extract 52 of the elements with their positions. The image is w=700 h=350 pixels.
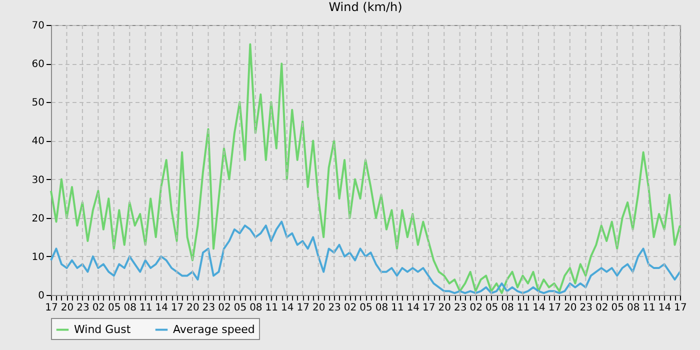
x-tick-label: 11: [265, 302, 278, 314]
y-tick-label: 0: [38, 290, 44, 302]
x-tick-label: 14: [532, 302, 546, 314]
x-tick-label: 05: [485, 302, 498, 314]
x-tick-label: 23: [202, 302, 216, 314]
x-tick-label: 17: [296, 302, 310, 314]
x-tick-label: 02: [470, 302, 482, 314]
x-tick-label: 20: [312, 302, 326, 314]
x-tick-label: 11: [139, 302, 152, 314]
y-tick-label: 60: [32, 59, 44, 70]
legend-label: Wind Gust: [74, 322, 132, 336]
y-tick-label: 40: [32, 136, 44, 148]
x-tick-label: 05: [234, 302, 247, 314]
x-tick-label: 17: [45, 302, 58, 314]
y-tick-label: 10: [32, 252, 44, 263]
x-tick-label: 11: [391, 302, 404, 314]
x-tick-label: 14: [658, 302, 672, 314]
x-tick-label: 08: [250, 302, 262, 314]
x-tick-label: 20: [438, 302, 451, 314]
y-tick-label: 50: [32, 98, 44, 109]
x-tick-label: 08: [626, 302, 640, 314]
x-tick-label: 14: [155, 302, 168, 314]
x-tick-label: 05: [108, 302, 121, 314]
x-tick-label: 17: [170, 302, 184, 314]
x-tick-label: 23: [454, 302, 467, 314]
x-tick-label: 20: [186, 302, 200, 314]
x-tick-label: 14: [281, 302, 294, 314]
x-tick-label: 02: [92, 302, 106, 314]
x-tick-label: 14: [406, 302, 420, 314]
x-tick-label: 02: [218, 302, 231, 314]
y-tick-label: 70: [32, 20, 44, 32]
x-tick-label: 05: [360, 302, 372, 314]
x-tick-label: 02: [344, 302, 357, 314]
y-tick-label: 20: [32, 213, 44, 224]
x-tick-label: 05: [611, 302, 624, 314]
x-tick-label: 02: [596, 302, 608, 314]
chart-title: Wind (km/h): [328, 0, 402, 14]
x-tick-label: 23: [580, 302, 593, 314]
x-tick-label: 08: [501, 302, 514, 314]
x-tick-label: 11: [642, 302, 656, 314]
x-tick-label: 08: [124, 302, 136, 314]
x-tick-label: 20: [60, 302, 74, 314]
x-tick-label: 20: [564, 302, 577, 314]
x-tick-label: 11: [516, 302, 530, 314]
y-tick-label: 30: [32, 174, 44, 186]
x-tick-label: 08: [375, 302, 388, 314]
x-tick-label: 23: [328, 302, 341, 314]
x-tick-label: 23: [76, 302, 90, 314]
x-tick-label: 17: [548, 302, 562, 314]
x-tick-label: 17: [674, 302, 687, 314]
legend-label: Average speed: [173, 322, 255, 336]
x-tick-label: 17: [422, 302, 436, 314]
